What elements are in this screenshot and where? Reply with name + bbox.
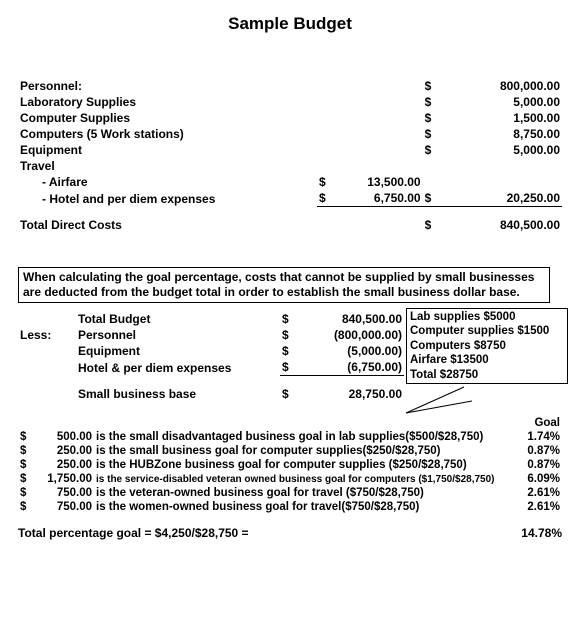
goal-currency: $: [18, 458, 36, 472]
goal-row: $750.00is the women-owned business goal …: [18, 500, 562, 514]
callout-line: Total $28750: [410, 368, 564, 382]
goal-currency: $: [18, 472, 36, 486]
goal-pct: 1.74%: [504, 430, 562, 444]
goal-row: $750.00is the veteran-owned business goa…: [18, 486, 562, 500]
row-less-personnel: Less: Personnel $ (800,000.00): [18, 327, 404, 343]
goal-row: $250.00is the HUBZone business goal for …: [18, 458, 562, 472]
calc-table: Total Budget $ 840,500.00 Less: Personne…: [18, 311, 404, 402]
total-pct-value: 14.78%: [521, 526, 562, 540]
goals-header-row: Goal: [18, 416, 562, 430]
currency: $: [423, 78, 445, 94]
total-pct-label: Total percentage goal = $4,250/$28,750 =: [18, 526, 249, 540]
goal-amount: 1,750.00: [36, 472, 94, 486]
goal-desc: is the small business goal for computer …: [94, 444, 504, 458]
goal-desc: is the veteran-owned business goal for t…: [94, 486, 504, 500]
row-personnel: Personnel: $ 800,000.00: [18, 78, 562, 94]
row-computer-supplies: Computer Supplies $ 1,500.00: [18, 110, 562, 126]
goal-pct: 2.61%: [504, 500, 562, 514]
goal-row: $250.00is the small business goal for co…: [18, 444, 562, 458]
label: Personnel:: [18, 78, 317, 94]
row-total-budget: Total Budget $ 840,500.00: [18, 311, 404, 327]
goal-amount: 250.00: [36, 458, 94, 472]
total-percentage-row: Total percentage goal = $4,250/$28,750 =…: [18, 526, 562, 540]
goal-amount: 750.00: [36, 500, 94, 514]
goal-currency: $: [18, 444, 36, 458]
callout-line: Computers $8750: [410, 339, 564, 353]
goal-pct: 6.09%: [504, 472, 562, 486]
callout-line: Computer supplies $1500: [410, 324, 564, 338]
row-travel: Travel: [18, 158, 562, 174]
goal-currency: $: [18, 430, 36, 444]
goal-amount: 750.00: [36, 486, 94, 500]
row-equipment: Equipment $ 5,000.00: [18, 142, 562, 158]
page-title: Sample Budget: [18, 14, 562, 34]
goal-pct: 0.87%: [504, 444, 562, 458]
row-hotel: - Hotel and per diem expenses $ 6,750.00…: [18, 190, 562, 207]
goal-desc: is the women-owned business goal for tra…: [94, 500, 504, 514]
goal-desc: is the HUBZone business goal for compute…: [94, 458, 504, 472]
goal-row: $500.00is the small disadvantaged busine…: [18, 430, 562, 444]
row-airfare: - Airfare $ 13,500.00: [18, 174, 562, 190]
row-less-equipment: Equipment $ (5,000.00): [18, 343, 404, 359]
goal-pct: 0.87%: [504, 458, 562, 472]
row-less-hotel: Hotel & per diem expenses $ (6,750.00): [18, 359, 404, 376]
goal-pct: 2.61%: [504, 486, 562, 500]
goals-table: Goal $500.00is the small disadvantaged b…: [18, 416, 562, 514]
row-total-direct: Total Direct Costs $ 840,500.00: [18, 217, 562, 233]
row-base: Small business base $ 28,750.00: [18, 386, 404, 402]
row-computers: Computers (5 Work stations) $ 8,750.00: [18, 126, 562, 142]
goal-amount: 250.00: [36, 444, 94, 458]
budget-table: Personnel: $ 800,000.00 Laboratory Suppl…: [18, 78, 562, 233]
goal-currency: $: [18, 500, 36, 514]
goal-row: $1,750.00is the service-disabled veteran…: [18, 472, 562, 486]
amount: 800,000.00: [445, 78, 562, 94]
callout-box: Lab supplies $5000 Computer supplies $15…: [406, 308, 568, 384]
goal-desc: is the small disadvantaged business goal…: [94, 430, 504, 444]
callout-tail-icon: [404, 385, 474, 415]
goal-currency: $: [18, 486, 36, 500]
goal-desc: is the service-disabled veteran owned bu…: [94, 472, 504, 486]
note-box: When calculating the goal percentage, co…: [18, 267, 550, 303]
callout-line: Airfare $13500: [410, 353, 564, 367]
goal-header: Goal: [504, 416, 562, 430]
row-lab-supplies: Laboratory Supplies $ 5,000.00: [18, 94, 562, 110]
callout-line: Lab supplies $5000: [410, 310, 564, 324]
goal-amount: 500.00: [36, 430, 94, 444]
